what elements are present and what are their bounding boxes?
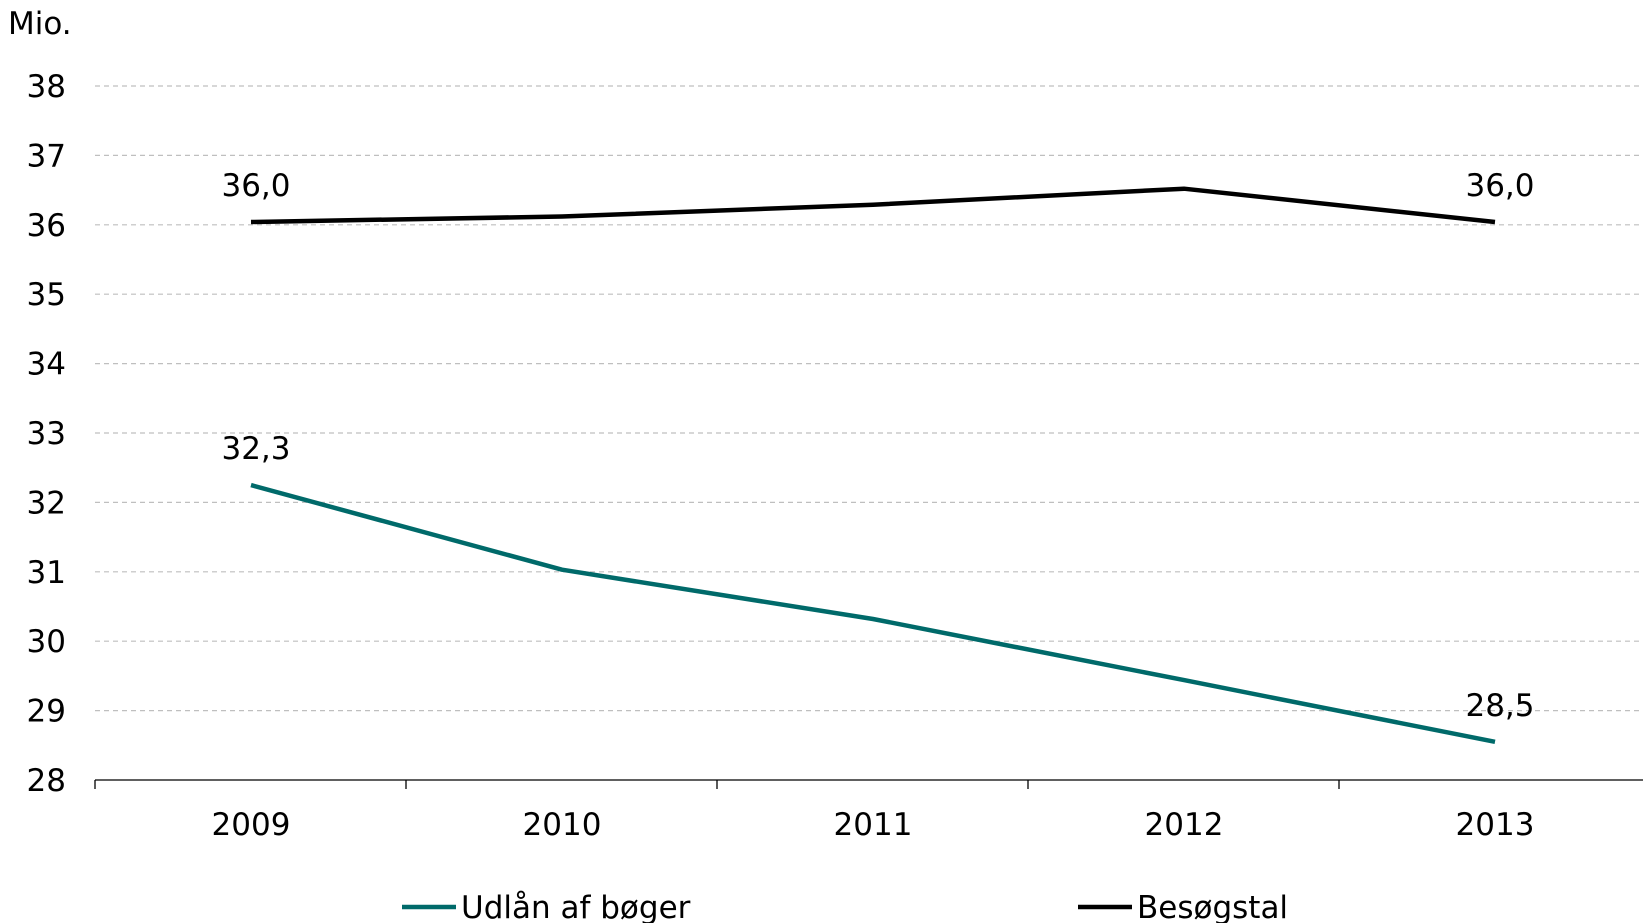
data-label: 28,5	[1465, 688, 1534, 724]
series-lines	[250, 186, 1496, 745]
y-tick-label: 35	[27, 277, 66, 313]
y-axis-unit-label: Mio.	[8, 6, 72, 42]
series-line-2	[250, 186, 1496, 225]
y-axis-tick-labels: 28 29 30 31 32 33 34 35 36 37 38	[27, 69, 66, 799]
y-tick-label: 33	[27, 416, 66, 452]
y-tick-label: 36	[27, 208, 66, 244]
y-tick-label: 38	[27, 69, 66, 105]
y-tick-label: 37	[27, 138, 66, 174]
data-label: 36,0	[1465, 168, 1534, 204]
x-tick-label: 2009	[212, 807, 291, 843]
data-label: 36,0	[221, 168, 290, 204]
legend-label: Udlån af bøger	[461, 890, 691, 923]
data-label: 32,3	[221, 431, 290, 467]
x-tick-label: 2013	[1456, 807, 1535, 843]
series-line-1	[250, 482, 1496, 745]
x-axis: 2009 2010 2011 2012 2013	[94, 779, 1643, 843]
y-tick-label: 31	[27, 555, 66, 591]
y-tick-label: 32	[27, 485, 66, 521]
y-tick-label: 34	[27, 347, 66, 383]
x-tick-label: 2011	[834, 807, 913, 843]
y-tick-label: 28	[27, 763, 66, 799]
legend: Udlån af bøger Besøgstal	[402, 890, 1288, 923]
x-tick-label: 2012	[1145, 807, 1224, 843]
x-tick-label: 2010	[523, 807, 602, 843]
y-tick-label: 29	[27, 694, 66, 730]
legend-label: Besøgstal	[1137, 890, 1288, 923]
gridlines	[95, 85, 1643, 712]
y-tick-label: 30	[27, 624, 66, 660]
data-labels: 32,3 28,5 36,0 36,0	[221, 168, 1534, 724]
